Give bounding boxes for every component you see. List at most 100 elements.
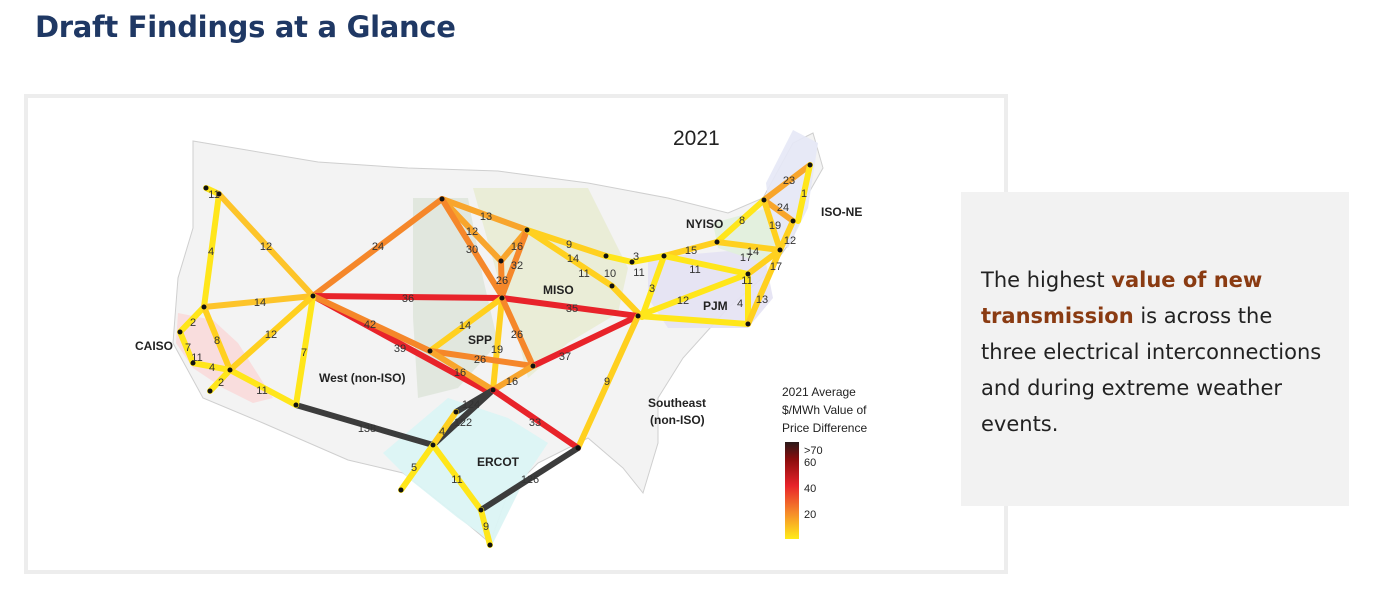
line-49 — [490, 387, 581, 451]
value-label: 7 — [185, 342, 191, 354]
legend-tick-40: 40 — [804, 483, 816, 495]
legend-title-1: 2021 Average — [782, 385, 856, 399]
value-label: 30 — [466, 244, 478, 256]
line-3 — [216, 191, 316, 299]
value-label: 12 — [466, 226, 478, 238]
line-45 — [430, 409, 459, 448]
region-label-pjm: PJM — [703, 299, 728, 313]
line-15 — [629, 253, 667, 265]
node — [439, 196, 445, 202]
region-label-nyiso: NYISO — [686, 217, 723, 231]
value-label: 4 — [208, 246, 214, 258]
node — [227, 367, 233, 373]
node — [498, 258, 504, 264]
value-label: 12 — [260, 241, 272, 253]
line-47 — [293, 293, 316, 408]
line-26 — [661, 253, 751, 277]
legend-title-2: $/MWh Value of — [782, 403, 867, 417]
node — [216, 191, 222, 197]
region-label-ercot: ERCOT — [477, 455, 520, 469]
value-label: 33 — [529, 417, 541, 429]
node — [530, 363, 536, 369]
value-label: 39 — [394, 343, 406, 355]
node — [524, 227, 530, 233]
line-4 — [201, 293, 316, 310]
node — [453, 409, 459, 415]
line-22 — [761, 197, 796, 224]
value-label: 16 — [511, 241, 523, 253]
value-label: 5 — [411, 462, 417, 474]
line-13 — [524, 227, 615, 289]
node — [635, 313, 641, 319]
line-23 — [761, 197, 783, 253]
value-label: 122 — [454, 417, 472, 429]
miso-region — [473, 188, 628, 378]
value-label: 24 — [777, 202, 789, 214]
line-2 — [201, 191, 222, 310]
node — [603, 253, 609, 259]
slide-title: Draft Findings at a Glance — [35, 10, 456, 44]
line-25 — [714, 239, 783, 253]
value-label: 11 — [741, 275, 752, 287]
line-39 — [427, 348, 536, 369]
value-label: 15 — [685, 245, 697, 257]
line-52 — [478, 445, 581, 513]
region-label-miso: MISO — [543, 283, 574, 297]
line-58 — [207, 367, 233, 394]
line-46 — [293, 402, 436, 448]
region-label-spp: SPP — [468, 333, 492, 347]
line-14 — [603, 253, 635, 265]
node — [201, 304, 207, 310]
node — [777, 247, 783, 253]
legend-title-3: Price Difference — [782, 421, 867, 435]
value-label: 16 — [506, 376, 518, 388]
value-label: 12 — [784, 235, 796, 247]
callout-box: The highest value of new transmission is… — [961, 192, 1349, 506]
transmission-map: 11 4 12 24 13 12 30 16 32 26 9 14 11 10 … — [24, 94, 1008, 574]
value-label: 8 — [214, 335, 220, 347]
value-label: 7 — [301, 347, 307, 359]
value-label: 126 — [521, 474, 539, 486]
line-27 — [745, 247, 783, 277]
ercot-region — [383, 398, 548, 543]
value-label: 14 — [747, 246, 759, 258]
node — [609, 283, 615, 289]
node — [499, 295, 505, 301]
legend-color-bar — [785, 442, 799, 539]
value-label: 11 — [578, 268, 589, 280]
value-label: 19 — [491, 344, 503, 356]
value-label: 35 — [566, 303, 578, 315]
value-label: 23 — [783, 175, 795, 187]
value-label: 4 — [209, 362, 215, 374]
node — [487, 542, 493, 548]
line-20 — [761, 162, 813, 203]
value-label: 11 — [633, 267, 644, 279]
line-42 — [490, 363, 536, 393]
value-label: 11 — [689, 264, 700, 276]
node — [203, 185, 209, 191]
value-label: 13 — [480, 211, 492, 223]
value-label: 13 — [756, 294, 768, 306]
value-label: 16 — [454, 367, 466, 379]
value-label: 14 — [459, 320, 471, 332]
node — [745, 321, 751, 327]
legend-tick-60: 60 — [804, 457, 816, 469]
line-59 — [227, 367, 299, 408]
value-label: 32 — [511, 260, 523, 272]
line-32 — [310, 293, 505, 301]
value-label: 12 — [677, 295, 689, 307]
line-11 — [498, 258, 505, 299]
node — [629, 259, 635, 265]
region-label-iso-ne: ISO-NE — [821, 205, 862, 219]
line-50 — [398, 442, 436, 493]
value-label: 19 — [769, 220, 781, 232]
value-label: 24 — [372, 241, 384, 253]
node — [761, 197, 767, 203]
value-label: 4 — [439, 426, 445, 438]
line-35 — [310, 293, 433, 354]
line-56 — [201, 304, 233, 373]
value-label: 124 — [462, 399, 480, 411]
region-label-southeast-2: (non-ISO) — [650, 413, 705, 427]
node — [293, 402, 299, 408]
region-label-caiso: CAISO — [135, 339, 173, 353]
